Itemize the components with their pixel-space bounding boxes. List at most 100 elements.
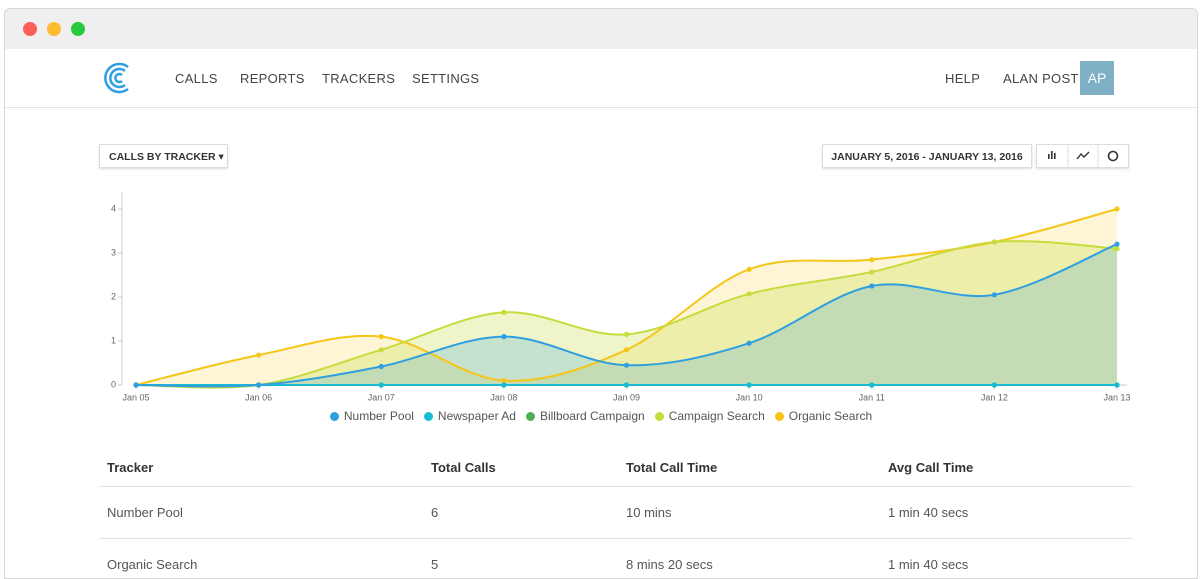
logo[interactable] (101, 61, 135, 95)
data-point (378, 347, 384, 353)
x-tick-label: Jan 13 (1103, 392, 1130, 402)
bar-chart-button[interactable] (1048, 151, 1056, 159)
nav-trackers[interactable]: TRACKERS (322, 71, 396, 86)
nav-help[interactable]: HELP (945, 71, 981, 86)
table-cell: Number Pool (107, 505, 183, 520)
y-tick-label: 1 (111, 335, 116, 345)
x-tick-label: Jan 11 (859, 392, 885, 402)
table-header: Total Calls (431, 460, 496, 475)
legend-swatch (654, 412, 664, 421)
points (133, 206, 1120, 388)
legend: Number Pool Newspaper Ad Billboard Campaig… (5, 409, 1197, 423)
legend-item: Number Pool (329, 409, 414, 423)
data-point (378, 334, 384, 340)
table-cell: 8 mins 20 secs (626, 557, 713, 572)
x-tick-label: Jan 09 (613, 392, 640, 402)
close-button[interactable] (23, 22, 37, 36)
table-cell: Organic Search (107, 557, 198, 572)
table-header: Total Call Time (626, 460, 718, 475)
table-cell: 5 (431, 557, 439, 572)
data-point (501, 309, 507, 315)
legend-label: Number Pool (343, 409, 414, 423)
data-point (746, 266, 752, 272)
data-point (991, 292, 997, 298)
pie-chart-button[interactable] (1107, 150, 1119, 162)
legend-swatch (423, 412, 433, 421)
caret: ▾ (218, 151, 224, 163)
areas (136, 209, 1117, 388)
data-point (869, 283, 875, 289)
dropdown-label: CALLS BY TRACKER (109, 151, 216, 163)
legend-swatch (329, 412, 339, 421)
x-tick-label: Jan 12 (981, 392, 1008, 402)
data-point (746, 291, 752, 297)
data-point (501, 334, 507, 340)
data-point (256, 382, 262, 388)
x-tick-label: Jan 08 (490, 392, 517, 402)
browser-window: CALLS REPORTS TRACKERS SETTINGS HELP ALA… (4, 8, 1198, 579)
row-divider (99, 486, 1133, 487)
legend-item: Campaign Search (654, 409, 765, 423)
data-point (623, 362, 630, 368)
legend-label: Billboard Campaign (539, 409, 645, 423)
chart-type-buttons (1036, 144, 1129, 168)
nav-calls[interactable]: CALLS (175, 71, 218, 86)
legend-item: Billboard Campaign (525, 409, 645, 423)
nav-reports[interactable]: REPORTS (240, 71, 305, 86)
x-tick-label: Jan 06 (245, 392, 272, 402)
data-point (378, 382, 384, 388)
series-area (136, 244, 1117, 387)
data-point (991, 239, 997, 245)
table-header: Tracker (107, 460, 154, 475)
legend-item: Newspaper Ad (423, 409, 516, 423)
data-point (1114, 241, 1120, 247)
data-point (623, 331, 630, 337)
series-area (136, 209, 1117, 385)
legend-label: Organic Search (788, 409, 873, 423)
data-point (378, 363, 384, 370)
legend-label: Newspaper Ad (437, 409, 516, 423)
data-point (746, 340, 752, 346)
legend-swatch (774, 412, 784, 421)
data-point (746, 382, 752, 388)
table-cell: 1 min 40 secs (888, 557, 969, 572)
report-dropdown[interactable]: CALLS BY TRACKER ▾ (99, 144, 228, 168)
table-cell: 1 min 40 secs (888, 505, 969, 520)
chart-type-icons (1048, 145, 1119, 167)
avatar[interactable]: AP (1080, 61, 1114, 95)
chart: 0 1 2 3 4 Jan 05 Jan 06 Jan 07 Jan 08 Jan 09 Jan 1… (111, 191, 1131, 402)
minimize-button[interactable] (47, 22, 61, 36)
data-point (256, 352, 262, 358)
user-name[interactable]: ALAN POST (1003, 71, 1079, 86)
data-point (623, 382, 630, 388)
x-tick-label: Jan 05 (122, 392, 149, 402)
title-bar (5, 9, 1197, 49)
data-point (501, 378, 507, 384)
table-cell: 6 (431, 505, 439, 520)
row-divider (99, 538, 1133, 539)
y-tick-label: 3 (111, 247, 116, 257)
x-tick-label: Jan 10 (736, 392, 763, 402)
x-tick-label: Jan 07 (368, 392, 395, 402)
data-point (623, 347, 630, 353)
date-range-label: JANUARY 5, 2016 - JANUARY 13, 2016 (831, 151, 1023, 163)
data-point (869, 382, 875, 388)
nav-settings[interactable]: SETTINGS (412, 71, 480, 86)
legend-item: Organic Search (774, 409, 873, 423)
data-point (1114, 206, 1120, 212)
y-tick-label: 4 (111, 203, 116, 213)
y-tick-label: 2 (111, 291, 116, 301)
zoom-button[interactable] (71, 22, 85, 36)
data-point (1114, 246, 1120, 252)
table-cell: 10 mins (626, 505, 672, 520)
legend-swatch (525, 412, 535, 421)
data-point (869, 269, 875, 275)
data-point (991, 382, 997, 388)
data-point (1114, 382, 1120, 388)
table-header: Avg Call Time (888, 460, 974, 475)
line-chart-button[interactable] (1076, 151, 1090, 160)
data-point (133, 382, 139, 388)
date-range[interactable]: JANUARY 5, 2016 - JANUARY 13, 2016 (822, 144, 1032, 168)
y-tick-label: 0 (111, 379, 116, 389)
